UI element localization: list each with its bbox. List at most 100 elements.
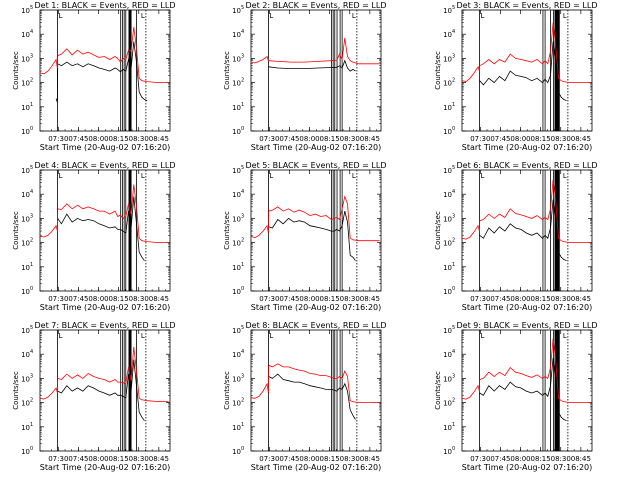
series-events-line (57, 359, 145, 421)
x-axis-label: Start Time (20-Aug-02 07:16:20) (462, 143, 593, 152)
y-tick-exponent: 4 (452, 29, 455, 35)
x-tick-label: 07:45 (68, 135, 88, 143)
x-tick-label: 08:00 (88, 455, 108, 463)
y-tick-label: 10 (232, 215, 241, 223)
panel-title: Det 3: BLACK = Events, RED = LLD (457, 1, 598, 10)
x-tick-label: 08:45 (360, 455, 380, 463)
y-tick-label: 10 (21, 7, 30, 15)
panel-title: Det 2: BLACK = Events, RED = LLD (246, 1, 387, 10)
y-tick-exponent: 5 (452, 325, 455, 331)
y-tick-exponent: 5 (452, 165, 455, 171)
x-tick-label: 08:30 (551, 455, 571, 463)
x-tick-label: 08:00 (510, 455, 530, 463)
y-tick-exponent: 4 (452, 349, 455, 355)
series-events-line (268, 373, 356, 420)
series-lld-line (39, 26, 169, 83)
y-tick-exponent: 3 (30, 213, 33, 219)
y-tick-exponent: 5 (241, 325, 244, 331)
series-events-line (479, 199, 567, 261)
y-tick-exponent: 2 (241, 78, 244, 84)
y-tick-label: 10 (443, 31, 452, 39)
y-tick-exponent: 1 (241, 262, 244, 268)
marker-label: L (58, 172, 62, 180)
x-tick-label: 07:30 (470, 295, 490, 303)
y-tick-exponent: 0 (452, 126, 455, 132)
marker-label: L (269, 12, 273, 20)
y-tick-label: 10 (21, 31, 30, 39)
y-tick-exponent: 2 (452, 238, 455, 244)
y-tick-exponent: 0 (30, 286, 33, 292)
panel-title: Det 5: BLACK = Events, RED = LLD (246, 161, 387, 170)
x-tick-label: 08:45 (149, 135, 169, 143)
y-tick-exponent: 4 (30, 29, 33, 35)
plot-frame (39, 9, 171, 132)
y-tick-exponent: 5 (241, 5, 244, 11)
x-tick-label: 07:30 (259, 295, 279, 303)
y-tick-label: 10 (232, 7, 241, 15)
x-tick-label: 08:00 (299, 295, 319, 303)
series-lld-line (461, 22, 591, 83)
x-tick-label: 08:45 (571, 135, 591, 143)
x-tick-label: 07:30 (48, 455, 68, 463)
x-tick-label: 07:45 (279, 295, 299, 303)
y-tick-exponent: 0 (241, 446, 244, 452)
panel-title: Det 7: BLACK = Events, RED = LLD (35, 321, 176, 330)
y-tick-label: 10 (21, 424, 30, 432)
y-tick-exponent: 1 (30, 422, 33, 428)
y-tick-exponent: 5 (241, 165, 244, 171)
marker-label: L (352, 332, 356, 340)
x-tick-label: 08:15 (320, 135, 340, 143)
marker-label: L (480, 172, 484, 180)
y-axis-label: Counts/sec (12, 51, 20, 90)
y-tick-exponent: 2 (30, 398, 33, 404)
x-tick-label: 08:00 (88, 135, 108, 143)
x-tick-label: 07:45 (68, 455, 88, 463)
x-tick-label: 07:30 (259, 455, 279, 463)
y-tick-exponent: 0 (241, 126, 244, 132)
series-events-line (55, 41, 148, 103)
y-tick-label: 10 (443, 375, 452, 383)
x-tick-label: 08:15 (531, 135, 551, 143)
y-tick-exponent: 2 (30, 78, 33, 84)
x-tick-label: 07:45 (279, 135, 299, 143)
x-tick-label: 08:45 (360, 135, 380, 143)
x-tick-label: 08:30 (340, 135, 360, 143)
y-tick-exponent: 0 (452, 446, 455, 452)
x-tick-label: 08:00 (88, 295, 108, 303)
y-axis-label: Counts/sec (12, 211, 20, 250)
y-tick-label: 10 (443, 55, 452, 63)
y-tick-label: 10 (443, 288, 452, 296)
y-tick-exponent: 3 (241, 53, 244, 59)
y-tick-label: 10 (21, 55, 30, 63)
x-tick-label: 08:30 (129, 455, 149, 463)
x-tick-label: 08:15 (320, 455, 340, 463)
panel-title: Det 6: BLACK = Events, RED = LLD (457, 161, 598, 170)
y-tick-label: 10 (232, 55, 241, 63)
x-tick-label: 07:45 (279, 455, 299, 463)
x-axis-label: Start Time (20-Aug-02 07:16:20) (251, 143, 382, 152)
y-tick-label: 10 (443, 128, 452, 136)
marker-label: L (141, 172, 145, 180)
x-tick-label: 08:15 (320, 295, 340, 303)
series-lld-line (461, 179, 591, 243)
y-tick-label: 10 (232, 351, 241, 359)
y-tick-exponent: 5 (30, 165, 33, 171)
y-tick-exponent: 3 (452, 373, 455, 379)
x-tick-label: 07:30 (470, 455, 490, 463)
plot-frame (39, 169, 171, 292)
y-tick-label: 10 (232, 31, 241, 39)
y-tick-exponent: 2 (452, 78, 455, 84)
x-tick-label: 08:00 (299, 135, 319, 143)
x-tick-label: 08:15 (109, 295, 129, 303)
y-tick-label: 10 (232, 104, 241, 112)
series-lld-line (250, 37, 380, 65)
x-axis-label: Start Time (20-Aug-02 07:16:20) (40, 303, 171, 312)
y-tick-label: 10 (21, 375, 30, 383)
y-tick-exponent: 1 (241, 422, 244, 428)
plot-frame (461, 9, 593, 132)
